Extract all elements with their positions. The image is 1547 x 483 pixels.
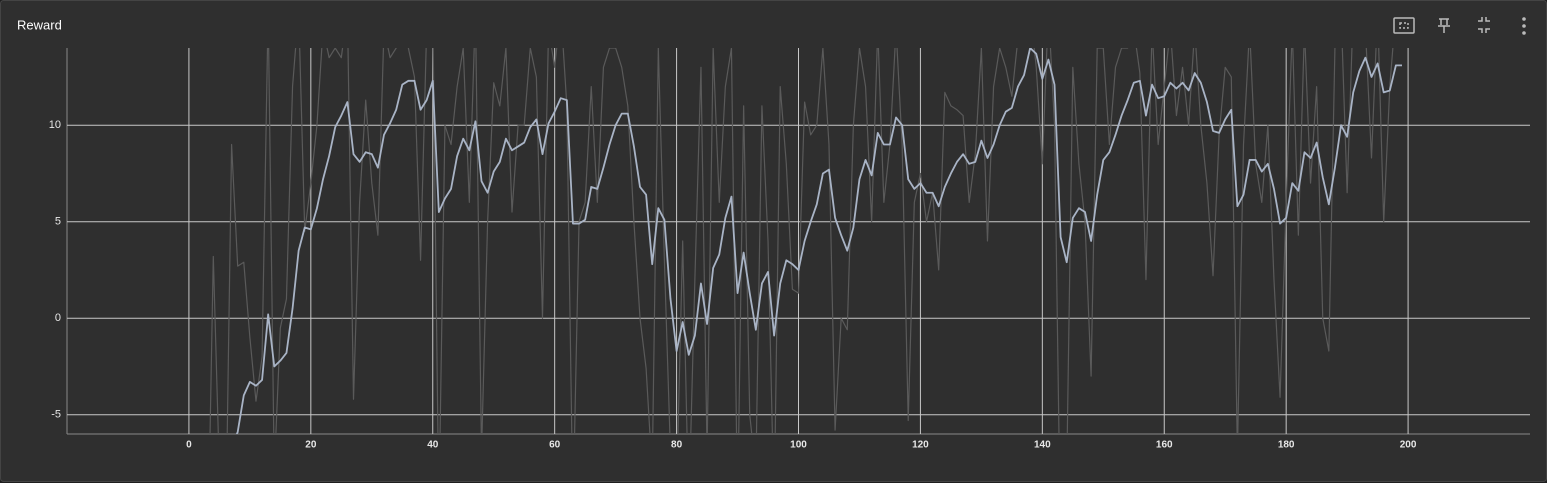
x-tick-label: 160 [1156,440,1173,451]
x-tick-label: 60 [549,440,561,451]
x-tick-label: 40 [427,440,439,451]
x-tick-label: 120 [912,440,929,451]
x-tick-label: 0 [186,440,192,451]
x-tick-label: 100 [790,440,807,451]
y-tick-label: 10 [49,119,61,131]
series-line [235,48,1402,434]
plot-area [67,48,1530,434]
more-button[interactable] [1522,17,1526,35]
fit-domain-button[interactable] [1393,17,1415,34]
toolbar [1393,17,1526,35]
y-tick-label: -5 [51,409,61,421]
chart-title: Reward [17,17,62,32]
x-tick-label: 180 [1278,440,1295,451]
series-line [209,48,1402,434]
y-tick-label: 0 [55,312,61,324]
pin-button[interactable] [1438,18,1450,33]
collapse-button[interactable] [1478,17,1490,33]
y-tick-label: 5 [55,216,61,228]
x-tick-label: 200 [1400,440,1417,451]
x-tick-label: 80 [671,440,683,451]
x-tick-label: 20 [305,440,317,451]
x-tick-label: 140 [1034,440,1051,451]
